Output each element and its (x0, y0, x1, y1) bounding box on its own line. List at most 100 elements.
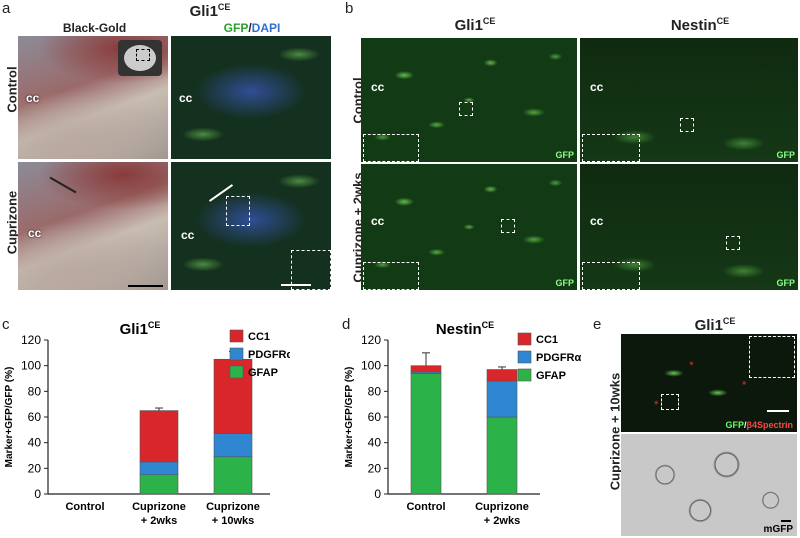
x-tick-label: Cuprizone (132, 501, 186, 513)
nestin-control-image: cc GFP (580, 38, 798, 162)
cc-label: cc (371, 80, 385, 94)
chart-title-sup: CE (482, 320, 495, 330)
bar-cc1 (139, 410, 179, 463)
cc-label: cc (179, 91, 193, 105)
bar-cc1 (213, 358, 253, 434)
scale-bar (128, 285, 163, 287)
gli1-cuprizone-image: cc GFP (361, 164, 577, 290)
x-tick-label: + 2wks (484, 515, 520, 527)
cc-label: cc (28, 226, 42, 240)
em-image: mGFP (621, 434, 797, 536)
chart-title-sup: CE (148, 320, 161, 330)
y-tick-label: 120 (21, 333, 41, 347)
brain-thumbnail (118, 40, 162, 76)
scale-bar (781, 520, 791, 522)
panel-e-title-main: Gli1 (694, 317, 723, 334)
slash-text: / (743, 420, 747, 430)
blackgold-control-image: cc (18, 36, 168, 159)
chart-title: Gli1CE (120, 320, 161, 338)
nestin-cuprizone-image: cc GFP (580, 164, 798, 290)
chart-title: NestinCE (436, 320, 494, 338)
panel-label-e: e (593, 316, 602, 333)
bar-pdgfr (486, 380, 518, 418)
legend-label: GFAP (536, 370, 566, 382)
cc-label: cc (371, 214, 385, 228)
panel-b-col-gli1: Gli1CE (390, 16, 560, 34)
zoom-box (726, 236, 740, 250)
dapi-text: DAPI (251, 21, 281, 35)
y-tick-label: 100 (21, 359, 41, 373)
zoom-inset (291, 250, 331, 290)
col-black-gold: Black-Gold (62, 21, 127, 35)
zoom-inset (363, 134, 419, 162)
y-tick-label: 60 (28, 410, 42, 424)
zoom-inset (582, 262, 640, 290)
chart-c: Gli1CE 0 20 40 60 80 100 120 Marker+GFP/GFP (%) C… (4, 320, 290, 527)
panel-label-b: b (345, 0, 354, 17)
arrow-icon (49, 176, 77, 194)
x-tick-label: Control (65, 501, 104, 513)
panel-label-d: d (342, 316, 351, 333)
legend-label: PDGFRα (536, 352, 582, 364)
y-tick-label: 20 (28, 461, 42, 475)
nestin-title-main: Nestin (670, 17, 717, 34)
y-tick-label: 100 (361, 359, 381, 373)
blackgold-cuprizone-image: cc (18, 162, 168, 290)
bar-gfap (486, 416, 518, 495)
x-tick-label: Cuprizone (206, 501, 260, 513)
legend-swatch (229, 347, 244, 361)
gli1-title-main: Gli1 (454, 17, 483, 34)
legend-swatch (517, 368, 532, 382)
panel-b-col-nestin: NestinCE (600, 16, 800, 34)
cc-label: cc (590, 214, 604, 228)
chart-d: NestinCE 0 20 40 60 80 100 120 Marker+GFP/GFP (%… (344, 320, 582, 527)
panel-e-title: Gli1CE (640, 316, 790, 334)
zoom-inset (582, 134, 640, 162)
y-tick-label: 0 (34, 487, 41, 501)
gli1-control-image: cc GFP (361, 38, 577, 162)
y-tick-label: 120 (361, 333, 381, 347)
cc-label: cc (590, 80, 604, 94)
col-gfp-dapi: GFP/DAPI (172, 21, 332, 35)
panel-a-title-sup: CE (217, 2, 231, 12)
x-tick-label: Cuprizone (475, 501, 529, 513)
gfp-tag: GFP (776, 150, 795, 160)
y-tick-label: 60 (368, 410, 382, 424)
panel-a-title-main: Gli1 (189, 3, 218, 20)
panel-a-title: Gli1CE (110, 2, 310, 20)
x-tick-label: Control (406, 501, 445, 513)
zoom-box (501, 219, 515, 233)
spectrin-text: β4Spectrin (746, 420, 793, 430)
x-tick-label: + 2wks (141, 515, 177, 527)
legend-swatch (517, 350, 532, 364)
gfp-text: GFP (223, 21, 249, 35)
legend-swatch (517, 332, 532, 346)
gli1-title-sup: CE (482, 16, 496, 26)
y-axis-label: Marker+GFP/GFP (%) (4, 367, 15, 468)
stain-label: GFP/β4Spectrin (725, 420, 793, 430)
legend-label: PDGFRα (248, 349, 290, 361)
bar-pdgfr (213, 433, 253, 458)
gfp-tag: GFP (555, 150, 574, 160)
gfp-dapi-control-image: cc (171, 36, 331, 159)
cc-label: cc (26, 91, 40, 105)
legend-swatch (229, 365, 244, 379)
legend-swatch (229, 329, 244, 343)
y-tick-label: 20 (368, 461, 382, 475)
nestin-title-sup: CE (716, 16, 730, 26)
zoom-box (661, 394, 679, 410)
bar-cc1 (486, 369, 518, 382)
gfp-tag: GFP (555, 278, 574, 288)
gfp-tag: GFP (776, 278, 795, 288)
legend-label: CC1 (536, 334, 558, 346)
gfp-text: GFP (725, 420, 744, 430)
x-tick-label: + 10wks (212, 515, 255, 527)
y-tick-label: 40 (28, 436, 42, 450)
scale-bar (281, 284, 311, 286)
bar-gfap (410, 373, 442, 495)
zoom-box (680, 118, 694, 132)
scale-bar (767, 410, 789, 412)
bar-pdgfr (139, 461, 179, 476)
panel-label-a: a (2, 0, 11, 17)
panel-label-c: c (2, 316, 10, 333)
